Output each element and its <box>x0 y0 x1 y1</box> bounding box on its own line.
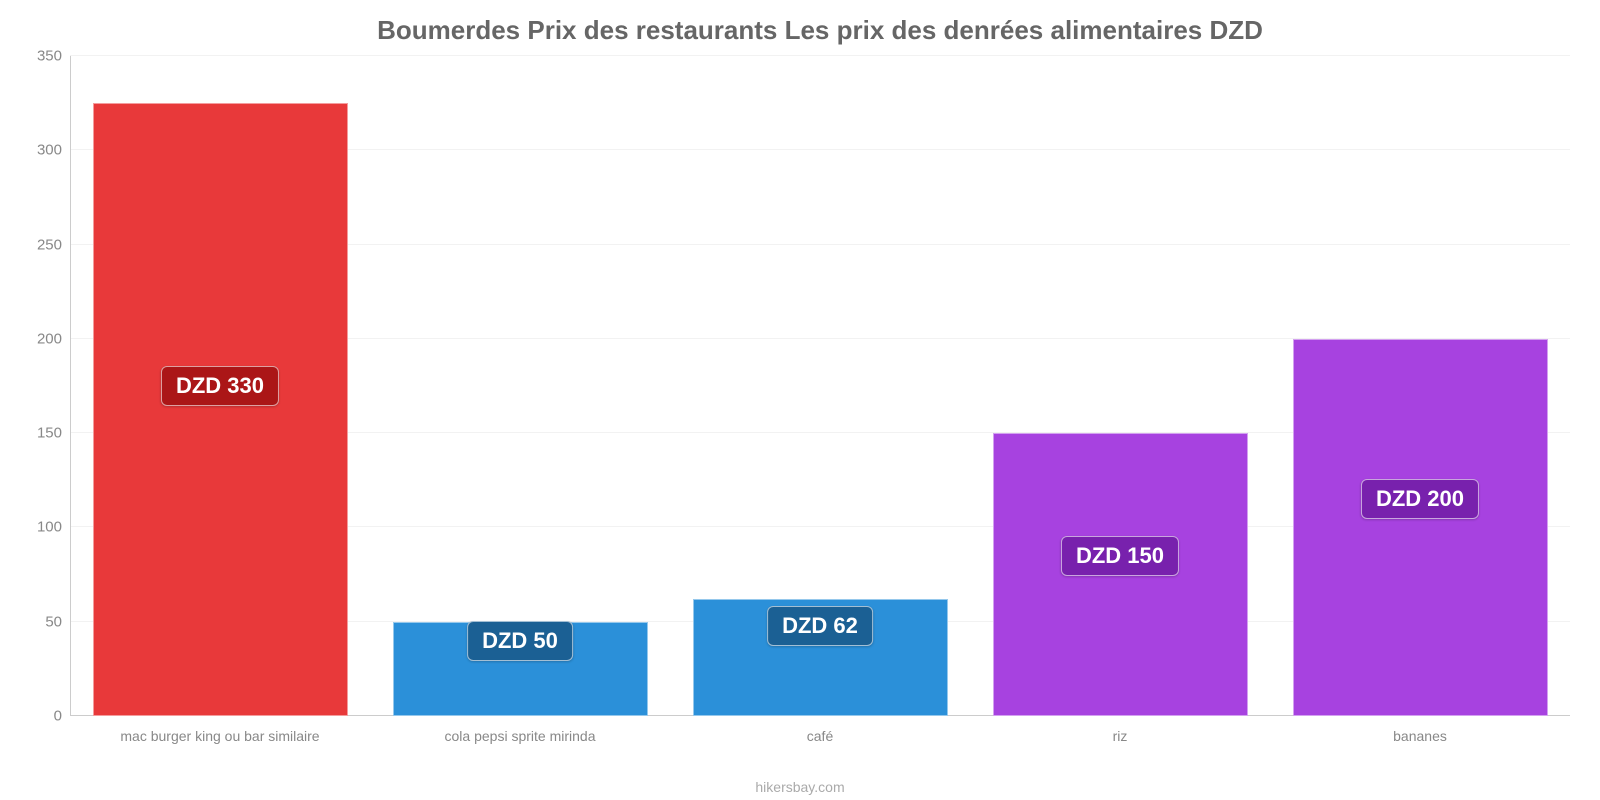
y-tick: 300 <box>37 142 62 159</box>
bar-value-badge: DZD 150 <box>1061 536 1179 576</box>
bar-slot: DZD 150 <box>970 56 1270 716</box>
bar: DZD 330 <box>93 103 348 716</box>
bar-value-badge: DZD 50 <box>467 621 573 661</box>
plot-area: 050100150200250300350 DZD 330DZD 50DZD 6… <box>70 56 1570 716</box>
x-label: cola pepsi sprite mirinda <box>370 728 670 744</box>
y-tick: 350 <box>37 48 62 65</box>
attribution: hikersbay.com <box>755 779 844 795</box>
bar-value-badge: DZD 330 <box>161 366 279 406</box>
x-labels: mac burger king ou bar similairecola pep… <box>70 728 1570 744</box>
bar: DZD 62 <box>693 599 948 716</box>
y-tick: 150 <box>37 425 62 442</box>
x-label: café <box>670 728 970 744</box>
bar-slot: DZD 200 <box>1270 56 1570 716</box>
bar-slot: DZD 330 <box>70 56 370 716</box>
x-label: mac burger king ou bar similaire <box>70 728 370 744</box>
bar-slot: DZD 62 <box>670 56 970 716</box>
x-label: riz <box>970 728 1270 744</box>
y-tick: 0 <box>54 708 62 725</box>
chart-container: Boumerdes Prix des restaurants Les prix … <box>0 0 1600 800</box>
chart-title: Boumerdes Prix des restaurants Les prix … <box>70 15 1570 46</box>
bar-value-badge: DZD 200 <box>1361 479 1479 519</box>
y-tick: 250 <box>37 236 62 253</box>
bar: DZD 200 <box>1293 339 1548 716</box>
y-tick: 50 <box>45 613 62 630</box>
bars-group: DZD 330 DZD 50 DZD 62 DZD 150 DZD 200 <box>70 56 1570 716</box>
bar: DZD 50 <box>393 622 648 716</box>
x-label: bananes <box>1270 728 1570 744</box>
bar-value-badge: DZD 62 <box>767 606 873 646</box>
bar-slot: DZD 50 <box>370 56 670 716</box>
y-tick: 100 <box>37 519 62 536</box>
y-axis: 050100150200250300350 <box>15 56 70 716</box>
bar: DZD 150 <box>993 433 1248 716</box>
y-tick: 200 <box>37 330 62 347</box>
